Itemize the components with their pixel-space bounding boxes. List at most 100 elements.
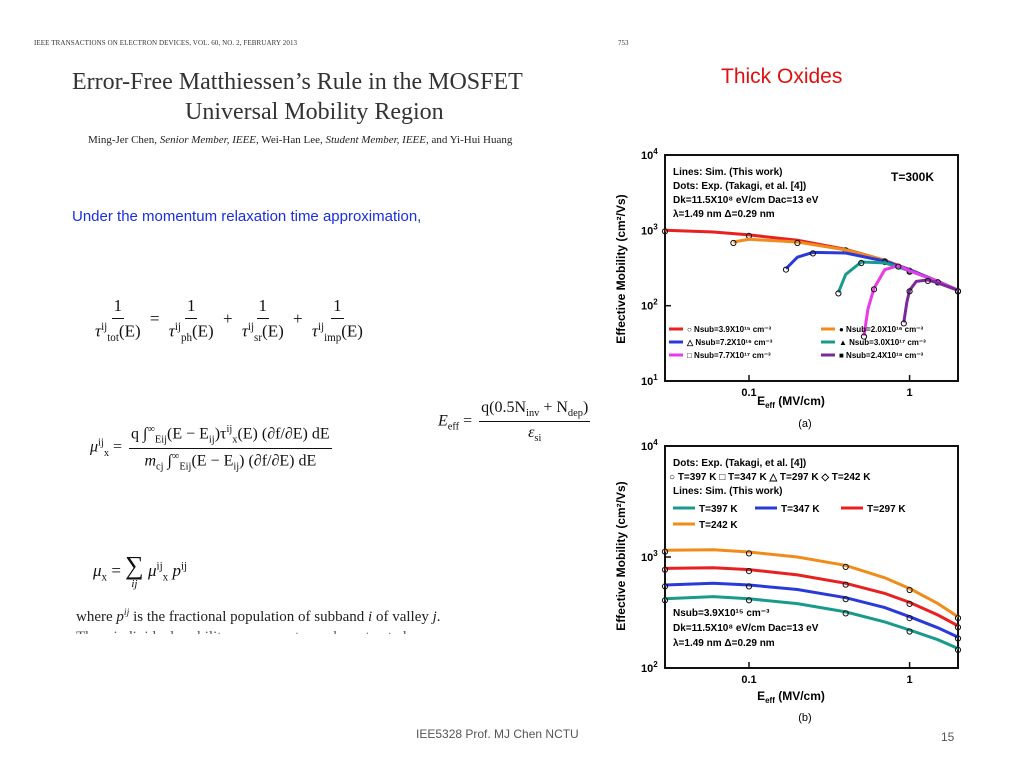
slide-heading: Thick Oxides xyxy=(721,65,843,88)
data-point xyxy=(906,600,913,607)
data-point xyxy=(661,583,669,590)
superscript: ij xyxy=(226,424,233,435)
y-tick-label: 104 xyxy=(641,147,658,162)
superscript: ij xyxy=(98,437,104,449)
figure-b: Effective Mobility (cm²/Vs) Eeff (MV/cm)… xyxy=(614,438,962,724)
text-part: p xyxy=(116,609,124,625)
data-point xyxy=(842,581,849,588)
data-point xyxy=(906,628,913,635)
data-point xyxy=(906,615,913,622)
data-point xyxy=(661,228,669,235)
series-line xyxy=(664,548,959,618)
numerator: 1 xyxy=(184,296,198,319)
y-tick-label: 104 xyxy=(641,438,658,453)
denominator-body: ∫ xyxy=(163,451,172,469)
equals-sign: = xyxy=(113,438,123,456)
data-point xyxy=(954,288,962,295)
text-part: of valley xyxy=(372,609,433,625)
author-part: , and Yi-Hui Huang xyxy=(426,134,513,146)
equals-sign: = xyxy=(149,308,160,328)
data-point xyxy=(661,566,669,573)
numerator: 1 xyxy=(331,296,344,319)
numerator-mid: + N xyxy=(539,399,568,416)
y-tick-label: 103 xyxy=(641,549,658,564)
superscript: ∞ xyxy=(147,424,155,435)
equals-sign: = xyxy=(463,412,473,430)
author-part: , Wei-Han Lee, xyxy=(256,134,326,146)
data-point xyxy=(745,597,753,604)
legend-line: Dk=11.5X10⁸ eV/cm Dac=13 eV xyxy=(673,195,819,206)
sum-index: ij xyxy=(131,578,138,590)
data-point xyxy=(954,635,962,642)
bottom-legend: ○ Nsub=3.9X10¹⁵ cm⁻³ ● Nsub=2.0X10¹⁶ cm⁻… xyxy=(669,325,926,360)
legend-line: Dk=11.5X10⁸ eV/cm Dac=13 eV xyxy=(673,623,819,634)
data-point xyxy=(906,288,913,295)
subscript: ij xyxy=(161,434,167,446)
data-point xyxy=(745,583,753,590)
superscript: ij xyxy=(180,560,188,573)
data-point xyxy=(924,277,931,284)
legend-entry: T=397 K xyxy=(699,504,738,515)
x-axis-label: Eeff (MV/cm) xyxy=(757,394,825,410)
subscript: cj xyxy=(156,461,164,473)
legend-line: Dots: Exp. (Takagi, et al. [4]) xyxy=(673,458,806,469)
top-legend: Lines: Sim. (This work) Dots: Exp. (Taka… xyxy=(673,167,934,220)
data-point xyxy=(661,548,669,555)
paper-title-line-1: Error-Free Matthiessen’s Rule in the MOS… xyxy=(72,69,523,95)
legend-entry: T=347 K xyxy=(781,504,820,515)
mu-symbol: μ xyxy=(147,560,157,580)
eeff-equation: Eeff = q(0.5Ninv + Ndep) εsi xyxy=(438,399,593,444)
legend-entry: △ Nsub=7.2X10¹⁶ cm⁻³ xyxy=(686,338,773,347)
series-line xyxy=(664,595,959,650)
text-part: is the fractional population of subband xyxy=(129,609,369,625)
x-tick-labels: 0.1 1 xyxy=(741,375,913,399)
data-point xyxy=(900,320,907,327)
slide-note: Under the momentum relaxation time appro… xyxy=(72,208,422,225)
y-tick-label: 101 xyxy=(641,373,658,388)
legend-line: ○ T=397 K □ T=347 K △ T=297 K ◇ T=242 K xyxy=(669,472,871,483)
legend-entry: □ Nsub=7.7X10¹⁷ cm⁻³ xyxy=(687,351,771,360)
subscript: x xyxy=(162,571,169,584)
legend-line: Lines: Sim. (This work) xyxy=(673,167,782,178)
author-part: Senior Member, IEEE xyxy=(159,134,257,146)
legend-entry: ■ Nsub=2.4X10¹⁸ cm⁻³ xyxy=(839,351,924,360)
series-line xyxy=(862,263,959,336)
paper-title-line-2: Universal Mobility Region xyxy=(185,99,444,125)
y-axis-label: Effective Mobility (cm²/Vs) xyxy=(614,481,628,630)
sum-symbol: ∑ xyxy=(125,551,144,580)
slide-footer: IEE5328 Prof. MJ Chen NCTU xyxy=(416,727,579,741)
legend-entry: ○ Nsub=3.9X10¹⁵ cm⁻³ xyxy=(687,325,772,334)
epsilon-symbol: ε xyxy=(528,424,535,442)
subscript: dep xyxy=(567,408,583,420)
subscript: ij xyxy=(233,461,240,473)
data-point xyxy=(782,266,790,273)
superscript: ij xyxy=(174,321,181,333)
superscript: ij xyxy=(101,321,108,333)
numerator-body: (E) (∂f/∂E) dE xyxy=(237,425,330,443)
subscript: tot xyxy=(107,332,119,345)
subscript: x xyxy=(101,571,108,584)
legend-line: λ=1.49 nm Δ=0.29 nm xyxy=(673,209,775,220)
top-legend: Dots: Exp. (Takagi, et al. [4]) ○ T=397 … xyxy=(669,458,906,531)
series-line xyxy=(664,581,959,639)
author-part: Ming-Jer Chen, xyxy=(88,134,160,146)
subscript: sr xyxy=(254,332,263,345)
tau-symbol: τ xyxy=(311,321,318,341)
legend-line: Lines: Sim. (This work) xyxy=(673,486,782,497)
data-point xyxy=(842,563,849,570)
mass-symbol: m xyxy=(144,451,156,469)
slide-number: 15 xyxy=(941,730,955,744)
plus-sign: + xyxy=(293,308,303,328)
data-point xyxy=(835,290,842,297)
argument: (E) xyxy=(341,321,363,341)
data-point xyxy=(858,259,865,267)
numerator: 1 xyxy=(111,296,125,319)
argument: (E) xyxy=(262,321,284,341)
figure-a: Effective Mobility (cm²/Vs) Eeff (MV/cm)… xyxy=(614,147,962,430)
series-lines xyxy=(661,548,962,653)
data-point xyxy=(794,239,801,247)
superscript: ∞ xyxy=(171,450,180,462)
numerator-body: )τ xyxy=(214,425,227,443)
x-tick-label: 0.1 xyxy=(741,387,756,399)
text-part: ij xyxy=(123,607,130,618)
